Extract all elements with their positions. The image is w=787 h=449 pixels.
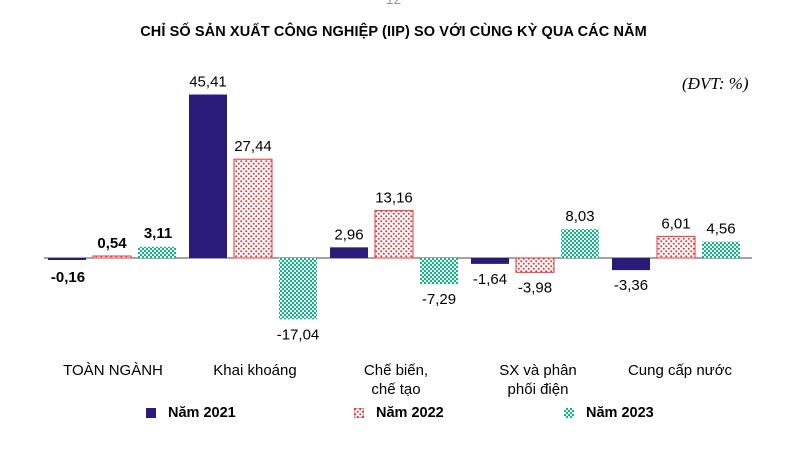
bar-toan-nganh-2023 xyxy=(138,246,176,258)
bar-toan-nganh-2022 xyxy=(92,255,132,259)
page-number: 12 xyxy=(0,0,787,7)
data-label-sx-va-phan-phoi-dien-2023: 8,03 xyxy=(565,208,594,225)
bar-khai-khoang-2021 xyxy=(189,94,227,258)
legend-swatch-2021 xyxy=(146,408,156,418)
data-label-cung-cap-nuoc-2022: 6,01 xyxy=(661,215,690,232)
legend-item-2022: Năm 2022 xyxy=(354,405,444,421)
bar-cung-cap-nuoc-2021 xyxy=(612,258,650,271)
category-label-sx-va-phan-phoi-dien: SX và phân phối điện xyxy=(463,361,613,399)
data-label-che-bien-che-tao-2022: 13,16 xyxy=(375,190,413,207)
data-label-toan-nganh-2021: -0,16 xyxy=(51,269,85,286)
bar-cung-cap-nuoc-2022 xyxy=(656,235,696,259)
bar-khai-khoang-2022 xyxy=(233,158,273,259)
data-label-toan-nganh-2023: 3,11 xyxy=(144,225,172,242)
category-label-line: Khai khoáng xyxy=(213,362,297,379)
data-label-che-bien-che-tao-2021: 2,96 xyxy=(334,226,363,243)
category-label-line: TOÀN NGÀNH xyxy=(63,362,163,379)
category-label-cung-cap-nuoc: Cung cấp nước xyxy=(605,361,755,380)
category-label-line: phối điện xyxy=(507,381,569,398)
legend-label-2023: Năm 2023 xyxy=(586,405,654,421)
category-label-toan-nganh: TOÀN NGÀNH xyxy=(38,361,188,380)
data-label-che-bien-che-tao-2023: -7,29 xyxy=(422,291,456,308)
data-label-sx-va-phan-phoi-dien-2021: -1,64 xyxy=(473,271,507,288)
bar-sx-va-phan-phoi-dien-2022 xyxy=(515,257,555,273)
category-label-line: chế tạo xyxy=(371,381,421,398)
bar-cung-cap-nuoc-2023 xyxy=(702,241,740,258)
bar-che-bien-che-tao-2021 xyxy=(330,247,368,258)
category-label-line: Cung cấp nước xyxy=(627,362,733,379)
legend-label-2022: Năm 2022 xyxy=(376,405,444,421)
legend-item-2023: Năm 2023 xyxy=(564,405,654,421)
unit-label: (ĐVT: %) xyxy=(682,74,749,93)
data-label-khai-khoang-2021: 45,41 xyxy=(189,74,227,91)
bar-khai-khoang-2023 xyxy=(279,258,317,320)
data-label-sx-va-phan-phoi-dien-2022: -3,98 xyxy=(518,279,552,296)
bar-sx-va-phan-phoi-dien-2021 xyxy=(471,258,509,264)
category-label-khai-khoang: Khai khoáng xyxy=(180,361,330,380)
data-label-toan-nganh-2022: 0,54 xyxy=(97,235,127,252)
category-label-line: Chế biến, xyxy=(363,362,429,379)
bar-che-bien-che-tao-2023 xyxy=(420,258,458,285)
category-label-line: SX và phân xyxy=(499,362,577,379)
legend-swatch-2022 xyxy=(354,408,364,418)
bar-sx-va-phan-phoi-dien-2023 xyxy=(561,229,599,258)
chart-title: CHỈ SỐ SẢN XUẤT CÔNG NGHIỆP (IIP) SO VỚI… xyxy=(140,24,647,40)
data-label-cung-cap-nuoc-2021: -3,36 xyxy=(614,277,648,294)
legend-label-2021: Năm 2021 xyxy=(168,405,236,421)
legend-item-2021: Năm 2021 xyxy=(146,405,236,421)
bar-toan-nganh-2021 xyxy=(48,258,86,260)
data-label-khai-khoang-2022: 27,44 xyxy=(234,138,272,155)
category-label-che-bien-che-tao: Chế biến, chế tạo xyxy=(321,361,471,399)
data-label-khai-khoang-2023: -17,04 xyxy=(277,326,320,343)
data-label-cung-cap-nuoc-2023: 4,56 xyxy=(706,221,735,238)
bar-che-bien-che-tao-2022 xyxy=(374,210,414,259)
legend-swatch-2023 xyxy=(564,408,574,418)
